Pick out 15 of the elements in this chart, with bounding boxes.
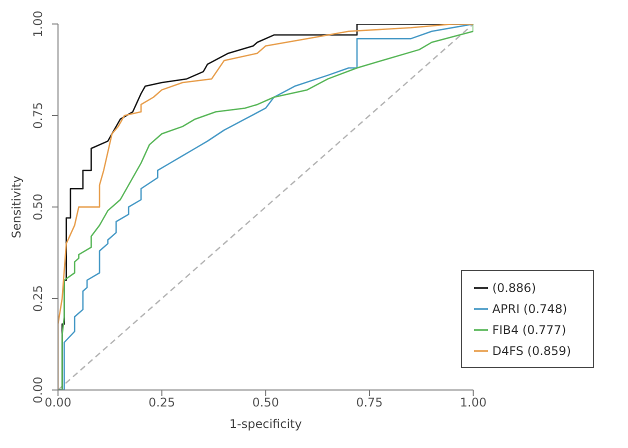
x-tick-label: 1.00 xyxy=(460,396,487,410)
legend-label: FIB4 (0.777) xyxy=(492,323,566,337)
x-tick-label: 0.25 xyxy=(148,396,176,410)
y-tick-label: 0.75 xyxy=(31,102,45,129)
x-axis-title: 1-specificity xyxy=(229,417,302,431)
x-tick-label: 0.00 xyxy=(44,396,72,410)
x-tick-label: 0.50 xyxy=(252,396,279,410)
x-tick-label: 0.75 xyxy=(356,396,383,410)
y-tick-label: 1.00 xyxy=(31,10,45,38)
y-tick-label: 0.25 xyxy=(31,285,45,312)
legend-label: (0.886) xyxy=(492,281,536,295)
legend-label: APRI (0.748) xyxy=(492,302,568,316)
legend-label: D4FS (0.859) xyxy=(492,344,571,358)
y-axis-title: Sensitivity xyxy=(9,176,24,238)
y-tick-label: 0.50 xyxy=(31,194,45,220)
